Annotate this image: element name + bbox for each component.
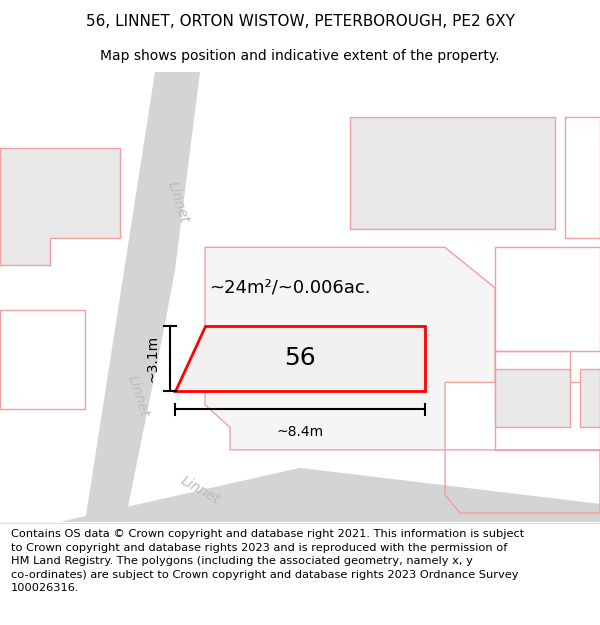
Text: Linnet: Linnet: [164, 180, 191, 225]
Polygon shape: [350, 117, 555, 229]
Polygon shape: [0, 148, 120, 266]
Text: ~8.4m: ~8.4m: [277, 424, 323, 439]
Text: Linnet: Linnet: [178, 474, 222, 508]
Polygon shape: [350, 117, 555, 229]
Polygon shape: [230, 256, 430, 450]
Text: ~24m²/~0.006ac.: ~24m²/~0.006ac.: [209, 279, 371, 297]
Text: Linnet: Linnet: [125, 373, 151, 419]
Polygon shape: [175, 326, 425, 391]
Text: Contains OS data © Crown copyright and database right 2021. This information is : Contains OS data © Crown copyright and d…: [11, 529, 524, 594]
Polygon shape: [580, 369, 600, 428]
Polygon shape: [85, 72, 200, 522]
Polygon shape: [0, 468, 600, 522]
Text: 56, LINNET, ORTON WISTOW, PETERBOROUGH, PE2 6XY: 56, LINNET, ORTON WISTOW, PETERBOROUGH, …: [86, 14, 515, 29]
Polygon shape: [495, 369, 570, 428]
Polygon shape: [205, 248, 495, 450]
Text: ~3.1m: ~3.1m: [146, 334, 160, 382]
Text: Map shows position and indicative extent of the property.: Map shows position and indicative extent…: [100, 49, 500, 63]
Text: 56: 56: [284, 346, 316, 370]
